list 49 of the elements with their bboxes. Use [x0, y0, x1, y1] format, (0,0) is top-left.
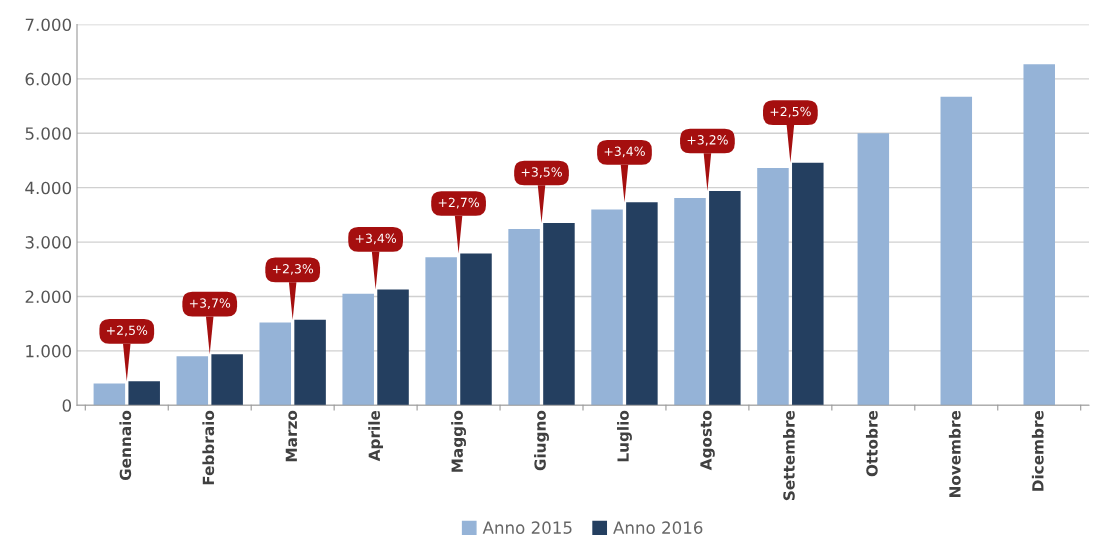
x-tick-label: Ottobre [865, 410, 878, 477]
annotation: +3,7% [189, 298, 231, 310]
x-tick-label: Settembre [782, 410, 795, 501]
bar [792, 162, 824, 406]
bar [342, 293, 374, 406]
bar [626, 202, 658, 406]
bar [128, 381, 160, 406]
y-tick-label: 7.000 [25, 18, 72, 32]
x-tick-label: Giugno [534, 410, 549, 471]
y-tick-label: 5.000 [25, 127, 72, 140]
legend-label: Anno 2016 [613, 521, 703, 534]
bar [93, 383, 126, 406]
y-tick-label: 1.000 [26, 344, 72, 358]
annotation: +2,7% [438, 197, 479, 209]
bar [259, 322, 292, 406]
bar [543, 223, 575, 406]
bar [211, 354, 243, 406]
annotation: +2,5% [770, 106, 811, 118]
bar [508, 229, 540, 406]
x-tick-label: Marzo [285, 410, 298, 462]
bar [709, 190, 741, 406]
bar [460, 253, 492, 406]
annotation: +3,5% [521, 167, 562, 178]
annotation: +3,4% [604, 146, 645, 158]
y-tick-label: 6.000 [25, 72, 72, 86]
x-tick-label: Novembre [948, 410, 961, 498]
x-tick-label: Agosto [700, 410, 715, 471]
x-tick-label: Gennaio [119, 410, 132, 481]
annotation: +3,2% [687, 135, 728, 146]
y-tick-label: 3.000 [25, 236, 72, 249]
bar [757, 168, 789, 406]
y-tick-label: 2.000 [25, 290, 72, 304]
x-tick-label: Luglio [617, 410, 632, 462]
x-tick-label: Febbraio [202, 410, 215, 485]
bar [294, 319, 326, 406]
bar [425, 257, 457, 406]
bar [674, 198, 706, 406]
annotation: +3,4% [355, 233, 397, 245]
y-tick-label: 4.000 [25, 181, 72, 195]
legend-label: Anno 2015 [482, 521, 572, 534]
bar [591, 209, 623, 406]
x-tick-label: Aprile [368, 410, 384, 462]
x-tick-label: Maggio [451, 410, 467, 472]
annotation: +2,3% [272, 264, 314, 275]
bar [176, 356, 209, 406]
y-tick-label: 0 [62, 399, 72, 412]
bar [377, 289, 409, 406]
annotation: +2,5% [106, 325, 148, 337]
x-tick-label: Dicembre [1031, 410, 1044, 491]
